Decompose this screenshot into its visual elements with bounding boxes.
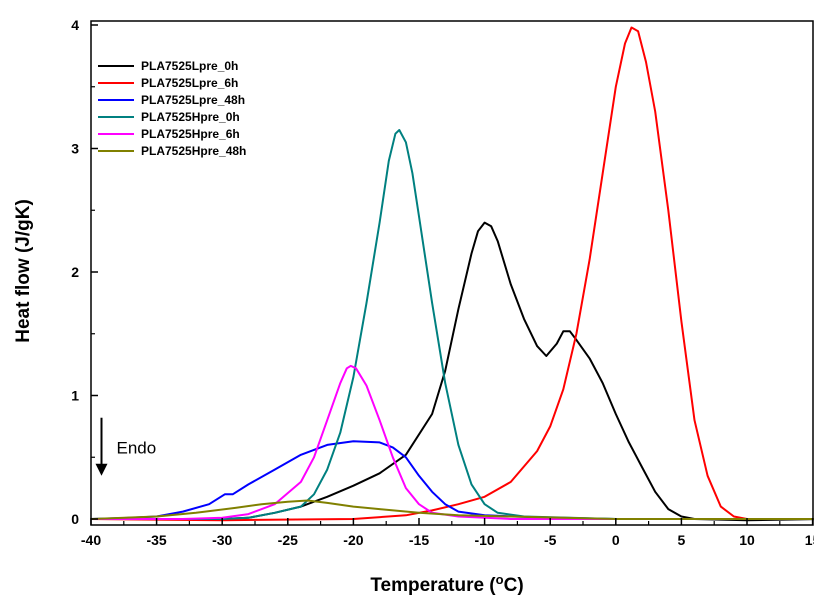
x-tick-label: -20 xyxy=(343,532,363,548)
legend-label-pla7525hpre-6h: PLA7525Hpre_6h xyxy=(141,127,240,141)
x-axis-title: Temperature (oC) xyxy=(370,572,523,596)
legend: PLA7525Lpre_0h PLA7525Lpre_6h PLA7525Lpre_… xyxy=(98,59,246,158)
y-tick-label: 3 xyxy=(71,141,79,157)
legend-label-pla7525hpre-0h: PLA7525Hpre_0h xyxy=(141,110,240,124)
series-line-pla7525lpre-0h xyxy=(91,221,814,522)
series-line-pla7525hpre-0h xyxy=(91,129,814,520)
x-tick-label: 10 xyxy=(739,532,755,548)
x-axis-ticks: -40 -35 -30 -25 -20 -15 -10 -5 0 5 10 15 xyxy=(81,518,814,548)
x-tick-label: 0 xyxy=(612,532,620,548)
y-tick-label: 4 xyxy=(71,17,79,33)
legend-label-pla7525lpre-0h: PLA7525Lpre_0h xyxy=(141,59,238,73)
series-line-pla7525hpre-6h xyxy=(91,364,814,520)
x-axis-title-sup: o xyxy=(496,572,504,587)
y-axis-ticks: 0 1 2 3 4 xyxy=(71,17,98,527)
x-tick-label: -35 xyxy=(146,532,166,548)
series-line-pla7525lpre-6h xyxy=(90,26,814,522)
series-line-pla7525lpre-48h xyxy=(90,440,814,520)
y-tick-label: 2 xyxy=(71,264,79,280)
x-tick-label: -15 xyxy=(409,532,429,548)
x-tick-label: 15 xyxy=(805,532,814,548)
x-tick-label: -25 xyxy=(278,532,298,548)
series-line-pla7525hpre-48h xyxy=(90,499,814,520)
x-tick-label: -10 xyxy=(474,532,494,548)
legend-label-pla7525lpre-6h: PLA7525Lpre_6h xyxy=(141,76,238,90)
legend-label-pla7525hpre-48h: PLA7525Hpre_48h xyxy=(141,144,246,158)
x-tick-label: -30 xyxy=(212,532,232,548)
endo-arrowhead-icon xyxy=(95,463,108,476)
y-tick-label: 0 xyxy=(71,511,79,527)
endo-label: Endo xyxy=(116,438,156,457)
legend-label-pla7525lpre-48h: PLA7525Lpre_48h xyxy=(141,93,245,107)
y-tick-label: 1 xyxy=(71,388,79,404)
y-axis-title: Heat flow (J/gK) xyxy=(13,199,34,343)
x-axis-title-end: C) xyxy=(504,575,524,596)
x-axis-title-main: Temperature ( xyxy=(370,575,496,596)
x-tick-label: -5 xyxy=(544,532,557,548)
x-tick-label: 5 xyxy=(678,532,686,548)
endo-annotation: Endo xyxy=(95,417,156,476)
series-layer xyxy=(90,26,814,522)
x-tick-label: -40 xyxy=(81,532,101,548)
